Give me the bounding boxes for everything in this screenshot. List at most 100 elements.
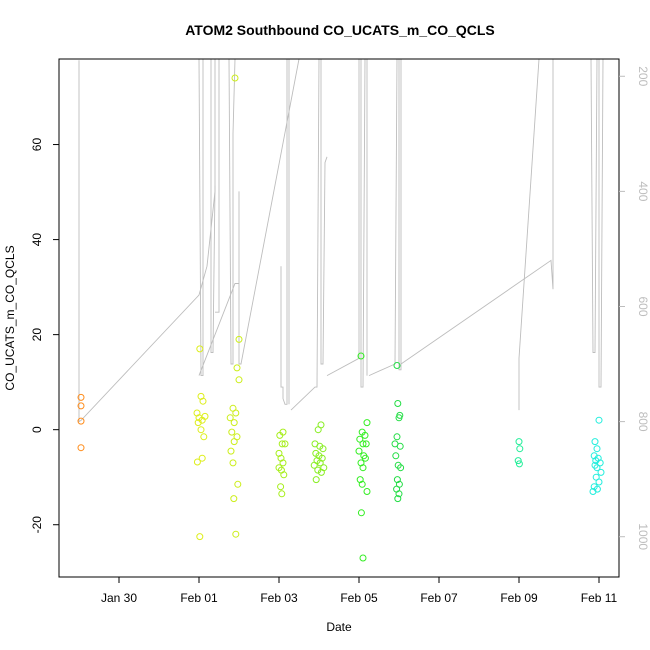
- secondary-series-line-10: [590, 58, 604, 388]
- data-point-96: [595, 416, 603, 424]
- secondary-series-line-0: [78, 58, 220, 423]
- data-point-78: [394, 400, 402, 407]
- data-point-105: [597, 468, 605, 476]
- data-point-97: [591, 438, 599, 446]
- data-point-77: [393, 362, 401, 369]
- x-tick-label: Feb 01: [180, 591, 218, 605]
- data-point-57: [314, 466, 322, 474]
- secondary-series-line-3: [228, 58, 236, 365]
- data-point-69: [361, 454, 369, 462]
- data-point-30: [234, 480, 242, 488]
- y2-tick-label: 600: [636, 296, 650, 316]
- data-point-44: [278, 490, 286, 498]
- data-point-107: [595, 478, 603, 486]
- data-point-110: [589, 488, 597, 495]
- y-tick-label: 40: [30, 233, 44, 247]
- data-point-1: [77, 402, 85, 410]
- data-point-36: [281, 440, 289, 448]
- data-point-84: [392, 452, 400, 460]
- x-tick-label: Jan 30: [101, 591, 137, 605]
- data-point-22: [232, 409, 240, 417]
- data-point-80: [395, 414, 403, 422]
- data-point-85: [394, 461, 402, 469]
- data-point-19: [233, 364, 241, 372]
- data-point-92: [515, 438, 523, 446]
- secondary-series-line-9: [518, 58, 540, 411]
- y-tick-label: 0: [30, 426, 44, 433]
- y-axis: -20 0 20 40 60: [30, 138, 59, 534]
- data-point-87: [393, 476, 401, 484]
- data-point-93: [516, 445, 524, 453]
- data-point-13: [200, 433, 208, 441]
- x-axis: Jan 30 Feb 01 Feb 03 Feb 05 Feb 07 Feb 09 Feb …: [101, 577, 618, 605]
- secondary-series-line-6: [326, 58, 368, 388]
- y-tick-label: -20: [30, 516, 44, 534]
- data-point-29: [229, 459, 237, 467]
- data-point-6: [199, 397, 207, 405]
- data-point-49: [319, 445, 327, 453]
- data-point-86: [397, 464, 405, 472]
- data-point-24: [230, 419, 238, 427]
- data-point-23: [226, 414, 234, 422]
- data-point-18: [235, 335, 243, 343]
- data-point-71: [359, 464, 367, 472]
- data-point-61: [363, 419, 371, 427]
- data-point-14: [198, 454, 206, 462]
- data-point-4: [196, 345, 204, 353]
- data-point-15: [193, 458, 201, 466]
- data-point-58: [317, 468, 325, 476]
- data-point-76: [359, 554, 367, 562]
- data-point-67: [355, 447, 363, 455]
- data-point-95: [515, 460, 523, 468]
- data-point-16: [196, 533, 204, 541]
- data-point-0: [77, 393, 85, 401]
- data-point-25: [228, 428, 236, 436]
- y2-tick-label: 800: [636, 412, 650, 432]
- data-point-10: [201, 412, 209, 420]
- secondary-series-layer: [78, 58, 604, 423]
- data-point-72: [356, 476, 364, 484]
- data-point-63: [361, 431, 369, 439]
- data-point-65: [359, 440, 367, 448]
- data-point-12: [197, 426, 205, 434]
- secondary-series-line-2: [198, 58, 300, 376]
- y-tick-label: 60: [30, 138, 44, 152]
- data-point-43: [277, 483, 285, 491]
- secondary-series-line-5: [290, 58, 328, 411]
- y2-tick-label: 200: [636, 66, 650, 86]
- data-point-104: [593, 464, 601, 472]
- data-point-38: [277, 454, 285, 462]
- plot-frame: [58, 58, 620, 578]
- x-tick-label: Feb 07: [420, 591, 458, 605]
- data-point-55: [310, 461, 318, 469]
- data-point-2: [77, 417, 85, 425]
- data-point-42: [280, 471, 288, 479]
- data-point-34: [276, 431, 284, 439]
- x-tick-label: Feb 11: [581, 591, 618, 605]
- y-tick-label: 20: [30, 328, 44, 342]
- data-point-39: [279, 459, 287, 467]
- x-tick-label: Feb 03: [260, 591, 298, 605]
- y2-tick-label: 1000: [636, 523, 650, 550]
- data-point-66: [362, 440, 370, 448]
- data-point-94: [514, 457, 522, 465]
- x-axis-label: Date: [326, 620, 352, 634]
- data-point-3: [77, 444, 85, 452]
- data-point-75: [357, 509, 365, 517]
- secondary-series-line-7: [368, 58, 402, 377]
- data-point-54: [316, 459, 324, 467]
- data-point-60: [357, 352, 365, 360]
- points-layer: [77, 74, 605, 562]
- y2-axis: 200 400 600 800 1000: [619, 66, 650, 550]
- data-point-74: [363, 488, 371, 495]
- data-point-83: [396, 442, 404, 450]
- data-point-81: [393, 433, 401, 441]
- data-point-73: [358, 480, 366, 488]
- secondary-series-line-8: [400, 59, 554, 365]
- data-point-17: [231, 74, 239, 82]
- data-point-91: [394, 495, 402, 503]
- data-point-27: [230, 438, 238, 446]
- data-point-20: [235, 376, 243, 384]
- data-point-28: [227, 447, 235, 455]
